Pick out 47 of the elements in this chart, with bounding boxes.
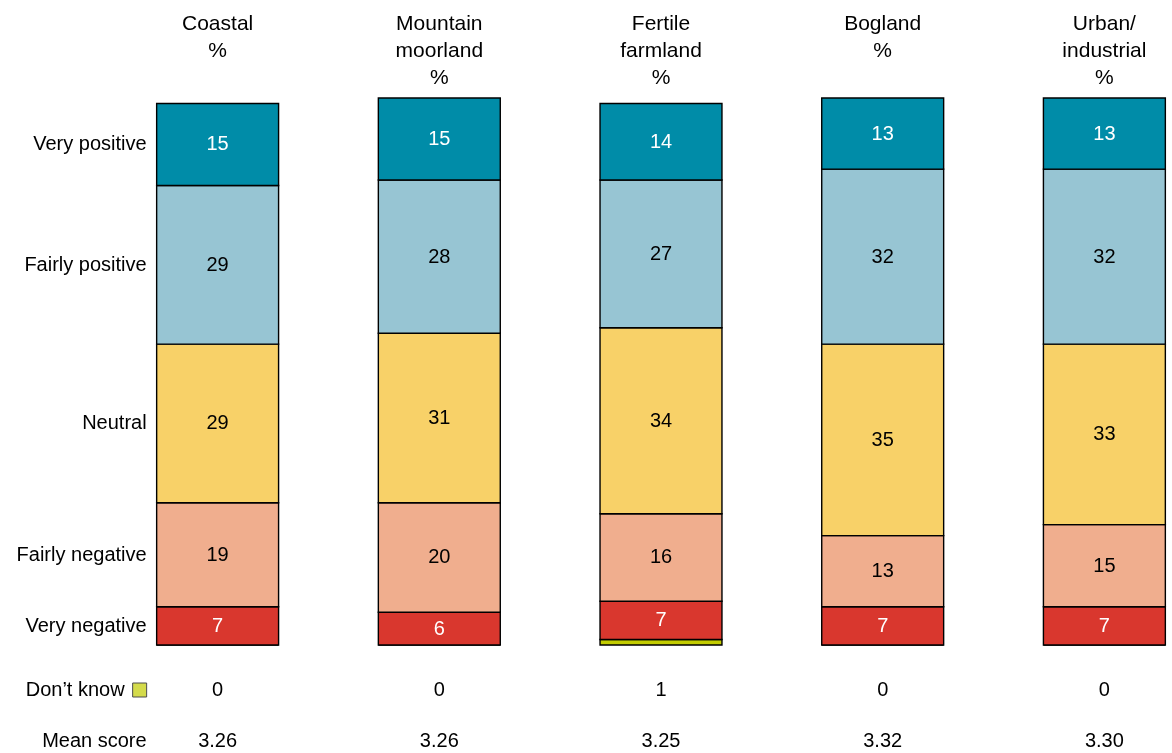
text: Mean score [42,729,147,751]
x-tick-label: Coastal % [182,10,254,61]
data-label: 7 [655,608,667,631]
series-label: Fairly positive [24,252,147,275]
data-label: 16 [649,545,673,568]
data-label: 29 [206,411,229,434]
data-label: 7 [877,613,889,636]
data-label: 7 [1098,613,1110,636]
data-label: 1 [655,678,667,700]
data-label: 15 [206,132,229,155]
data-label: 19 [206,542,229,565]
text: 3.32 [863,729,903,751]
text: 3.26 [198,729,238,751]
x-tick-label: Bogland % [844,10,922,61]
data-label: 33 [1093,422,1116,445]
data-label: 0 [212,678,224,700]
data-label: 14 [649,129,673,152]
data-label: 31 [428,405,451,428]
series-label: Fairly negative [16,542,147,565]
data-label: 34 [649,408,673,431]
text: 3.30 [1084,729,1124,751]
data-label: 32 [871,244,894,267]
series-label: Very positive [33,132,147,155]
series-label: Very negative [25,613,147,636]
data-label: 20 [428,545,451,568]
data-label: 27 [649,241,673,264]
data-label: 32 [1093,244,1116,267]
series-label: Neutral [82,411,147,434]
data-label: 0 [433,678,445,700]
data-label: 13 [871,559,894,582]
data-label: 0 [877,678,889,700]
data-label: 15 [1093,553,1116,576]
legend-label: Don’t know [25,678,126,700]
data-label: 7 [212,613,224,636]
data-label: 13 [871,121,894,144]
text: 3.26 [419,729,459,751]
data-label: 35 [871,427,894,450]
data-label: 28 [428,244,451,267]
x-tick-label: Urban/ industrial % [1062,10,1147,88]
data-label: 6 [433,616,445,639]
x-tick-label: Fertile farmland % [620,10,702,88]
text: 3.25 [641,729,681,751]
data-label: 0 [1098,678,1110,700]
data-label: 29 [206,252,229,275]
x-tick-label: Mountain moorland % [395,10,484,88]
data-label: 13 [1093,121,1116,144]
data-label: 15 [428,127,451,150]
